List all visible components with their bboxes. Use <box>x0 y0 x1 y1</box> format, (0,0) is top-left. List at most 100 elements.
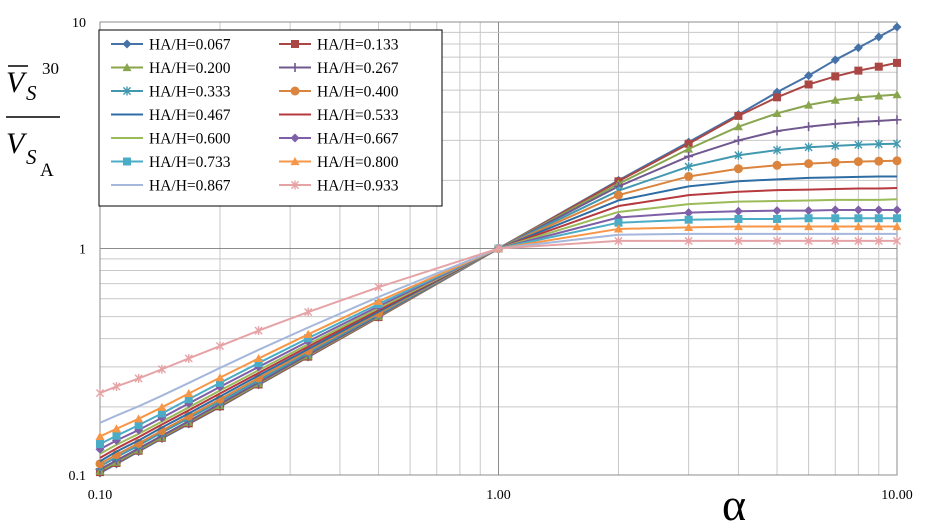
data-point <box>874 214 883 223</box>
data-point <box>853 222 863 231</box>
data-point <box>874 156 884 166</box>
data-point <box>892 90 902 99</box>
data-point <box>772 222 782 231</box>
plot-area-border <box>99 21 898 476</box>
data-point <box>892 115 902 125</box>
legend-label: HA/H=0.800 <box>317 154 399 171</box>
legend-item: HA/H=0.267 <box>279 60 399 77</box>
data-point <box>831 236 840 246</box>
data-point <box>874 139 883 149</box>
data-point <box>684 215 693 224</box>
data-point <box>892 205 902 215</box>
data-point <box>684 144 694 153</box>
data-point <box>112 381 121 391</box>
data-point <box>874 62 883 71</box>
data-point <box>111 424 121 433</box>
ylabel-numerator-sup: 30 <box>42 59 59 78</box>
legend-item: HA/H=0.933 <box>279 178 399 195</box>
legend-item: HA/H=0.533 <box>279 107 399 124</box>
x-tick-label: 1.00 <box>486 488 511 503</box>
data-point <box>734 214 743 223</box>
data-point <box>772 206 782 216</box>
data-point <box>157 402 167 411</box>
ylabel-numerator-sub: S <box>26 81 37 105</box>
data-point <box>830 95 840 104</box>
data-point <box>290 133 300 143</box>
data-point <box>733 206 743 216</box>
series-group <box>95 22 902 478</box>
data-point <box>684 208 694 218</box>
data-point <box>290 157 300 166</box>
data-point <box>874 205 884 215</box>
data-point <box>804 71 814 81</box>
data-point <box>773 93 782 102</box>
legend-item: HA/H=0.600 <box>111 131 231 148</box>
grid <box>99 21 898 476</box>
data-point <box>804 122 814 132</box>
data-point <box>874 116 884 126</box>
legend-label: HA/H=0.600 <box>149 131 231 148</box>
data-point <box>494 244 503 253</box>
data-point <box>95 388 105 398</box>
legend-label: HA/H=0.200 <box>149 60 231 77</box>
data-point <box>804 142 813 152</box>
data-point <box>830 157 840 167</box>
data-point <box>684 162 693 172</box>
data-point <box>853 92 863 101</box>
data-point <box>804 236 813 246</box>
legend-label: HA/H=0.267 <box>317 60 399 77</box>
legend-item: HA/H=0.867 <box>111 178 231 195</box>
data-point <box>772 145 782 155</box>
data-point <box>892 222 902 231</box>
data-point <box>254 359 263 368</box>
data-point <box>304 307 313 317</box>
data-point <box>184 395 193 404</box>
ylabel-numerator: V <box>6 66 28 99</box>
data-point <box>804 159 814 169</box>
data-point <box>830 119 840 129</box>
data-point <box>733 164 743 174</box>
data-point <box>804 100 814 109</box>
data-point <box>122 39 132 49</box>
data-point <box>122 63 132 72</box>
y-tick-label: 0.1 <box>69 469 87 484</box>
data-point <box>112 431 121 440</box>
data-point <box>892 139 902 149</box>
data-point <box>831 141 840 151</box>
legend-item: HA/H=0.067 <box>111 37 231 54</box>
data-point <box>772 236 782 246</box>
legend-item: HA/H=0.667 <box>279 131 399 148</box>
data-point <box>830 55 840 65</box>
data-point <box>893 58 901 67</box>
data-point <box>684 236 693 246</box>
legend-item: HA/H=0.400 <box>279 84 399 101</box>
series-13 <box>95 236 902 398</box>
data-point <box>831 214 840 223</box>
axis-labels: V S 30 V S A α <box>6 59 746 524</box>
data-point <box>254 326 263 336</box>
data-point <box>96 440 104 449</box>
data-point <box>374 296 384 305</box>
data-point <box>684 139 693 148</box>
y-tick-label: 10 <box>72 16 86 31</box>
data-point <box>772 126 782 136</box>
data-point <box>853 117 863 127</box>
legend-label: HA/H=0.933 <box>317 178 399 195</box>
data-point <box>215 341 225 351</box>
data-point <box>734 150 743 160</box>
data-point <box>830 205 840 215</box>
data-point <box>733 135 743 145</box>
legend-item: HA/H=0.200 <box>111 60 231 77</box>
legend-label: HA/H=0.867 <box>149 178 231 195</box>
legend-item: HA/H=0.333 <box>111 84 231 101</box>
data-point <box>772 108 782 117</box>
data-point <box>122 86 132 96</box>
legend-label: HA/H=0.333 <box>149 84 231 101</box>
xlabel: α <box>722 479 746 524</box>
data-point <box>853 157 863 167</box>
data-point <box>290 63 300 72</box>
ylabel-denominator-sub: S <box>26 145 37 169</box>
data-point <box>374 282 383 292</box>
legend-label: HA/H=0.400 <box>317 84 399 101</box>
data-point <box>254 353 264 363</box>
